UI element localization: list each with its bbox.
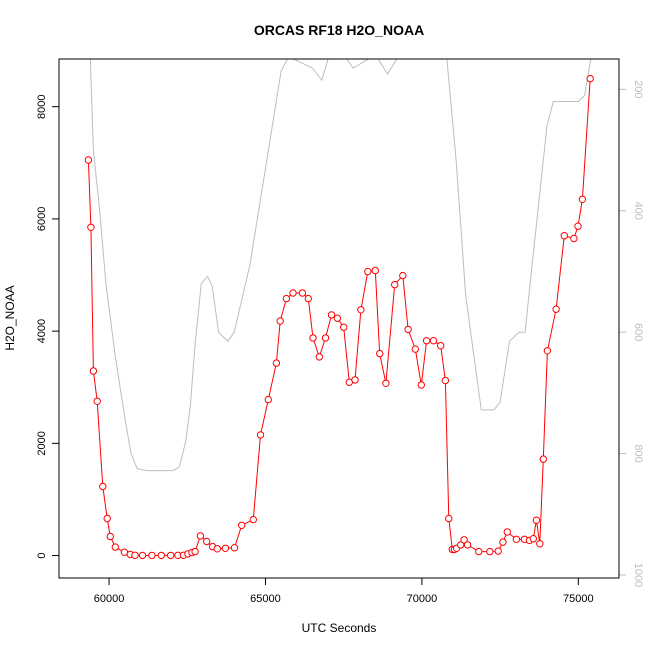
h2o-data-point xyxy=(586,74,594,83)
h2o-data-point xyxy=(457,541,465,549)
h2o-data-point xyxy=(445,514,453,523)
x-tick-label: 60000 xyxy=(94,593,125,605)
h2o-data-point xyxy=(99,482,107,491)
h2o-data-point xyxy=(167,551,175,560)
y-tick-label: 6000 xyxy=(36,207,48,231)
plot-frame xyxy=(58,58,620,579)
h2o-data-point xyxy=(106,532,115,541)
h2o-data-point xyxy=(441,376,450,385)
h2o-data-point xyxy=(196,532,205,540)
h2o-data-point xyxy=(429,337,438,345)
h2o-data-point xyxy=(404,325,412,334)
y-axis-right: 200 400 600 800 1000 xyxy=(618,80,644,587)
h2o-data-point xyxy=(321,334,330,342)
x-tick-label: 65000 xyxy=(250,593,281,605)
h2o-data-point xyxy=(89,367,98,375)
h2o-data-point xyxy=(230,544,239,552)
y-axis-left: 0 2000 4000 6000 8000 xyxy=(36,94,60,559)
h2o-data-point xyxy=(357,306,365,314)
secondary-series-line xyxy=(89,59,592,472)
h2o-data-point xyxy=(422,337,431,345)
h2o-data-point xyxy=(315,353,323,361)
y-tick-label: 4000 xyxy=(36,319,48,343)
h2o-data-point xyxy=(111,543,120,551)
h2o-data-point xyxy=(376,349,384,358)
h2o-data-point xyxy=(238,521,246,529)
h2o-data-point xyxy=(289,289,297,297)
h2o-data-point xyxy=(503,528,511,536)
h2o-data-point xyxy=(529,535,537,543)
h2o-data-point xyxy=(574,222,582,230)
h2o-data-point xyxy=(131,551,139,559)
h2o-data-point xyxy=(309,334,317,342)
h2o-data-point xyxy=(382,379,390,387)
x-tick-label: 75000 xyxy=(563,593,594,605)
y-tick-label: 0 xyxy=(36,552,48,558)
h2o-data-point xyxy=(486,547,494,556)
h2o-data-point xyxy=(272,359,281,367)
h2o-data-point xyxy=(512,535,521,543)
h2o-data-point xyxy=(93,397,101,405)
h2o-data-point xyxy=(103,514,111,523)
h2o-data-point xyxy=(539,455,547,463)
h2o-data-point xyxy=(494,547,502,555)
h2o-data-point xyxy=(157,551,166,560)
h2o-data-point xyxy=(148,551,156,560)
h2o-data-point xyxy=(298,289,307,297)
h2o-data-point xyxy=(249,515,258,524)
h2o-data-point xyxy=(536,540,544,548)
h2o-data-point xyxy=(399,271,407,280)
h2o-data-point xyxy=(552,305,560,313)
h2o-data-point xyxy=(333,314,342,322)
h2o-data-point xyxy=(138,551,147,560)
h2o-data-point xyxy=(371,266,379,275)
h2o-data-point xyxy=(221,544,230,552)
h2o-data-point xyxy=(282,294,291,303)
h2o-data-point xyxy=(391,280,399,289)
y-tick-label: 8000 xyxy=(36,94,48,118)
y-axis-label: H2O_NOAA xyxy=(3,285,17,350)
h2o-data-point xyxy=(578,195,587,204)
h2o-data-point xyxy=(191,547,199,556)
y2-tick-label: 400 xyxy=(632,202,644,220)
h2o-data-point xyxy=(304,294,312,303)
y2-tick-label: 200 xyxy=(632,80,644,98)
h2o-data-point xyxy=(203,537,211,546)
h2o-data-point xyxy=(87,223,95,232)
x-axis: 60000 65000 70000 75000 xyxy=(94,577,594,605)
h2o-data-point xyxy=(475,547,483,556)
h2o-data-point xyxy=(570,234,578,243)
h2o-data-point xyxy=(256,431,265,439)
x-axis-label: UTC Seconds xyxy=(302,621,377,635)
chart-title: ORCAS RF18 H2O_NOAA xyxy=(254,22,424,38)
y2-tick-label: 800 xyxy=(632,444,644,462)
h2o-data-point xyxy=(499,538,507,546)
y2-tick-label: 600 xyxy=(632,323,644,341)
h2o-data-point xyxy=(213,545,222,553)
h2o-data-point xyxy=(532,516,541,524)
plot-series xyxy=(84,59,594,560)
h2o-data-point xyxy=(340,323,348,331)
h2o-data-point xyxy=(411,345,419,353)
h2o-data-point xyxy=(84,156,93,164)
y2-tick-label: 1000 xyxy=(632,563,644,587)
h2o-data-point xyxy=(560,232,568,240)
h2o-data-point xyxy=(417,381,425,389)
h2o-data-point xyxy=(264,395,272,404)
y-tick-label: 2000 xyxy=(36,431,48,455)
h2o-data-point xyxy=(543,347,552,355)
h2o-data-point xyxy=(327,311,336,319)
h2o-data-point xyxy=(460,536,468,544)
x-tick-label: 70000 xyxy=(407,593,438,605)
h2o-data-point xyxy=(364,267,372,276)
h2o-data-point xyxy=(437,342,445,350)
h2o-data-point xyxy=(351,376,359,384)
h2o-data-point xyxy=(276,317,284,325)
h2o-data-point xyxy=(463,541,472,549)
